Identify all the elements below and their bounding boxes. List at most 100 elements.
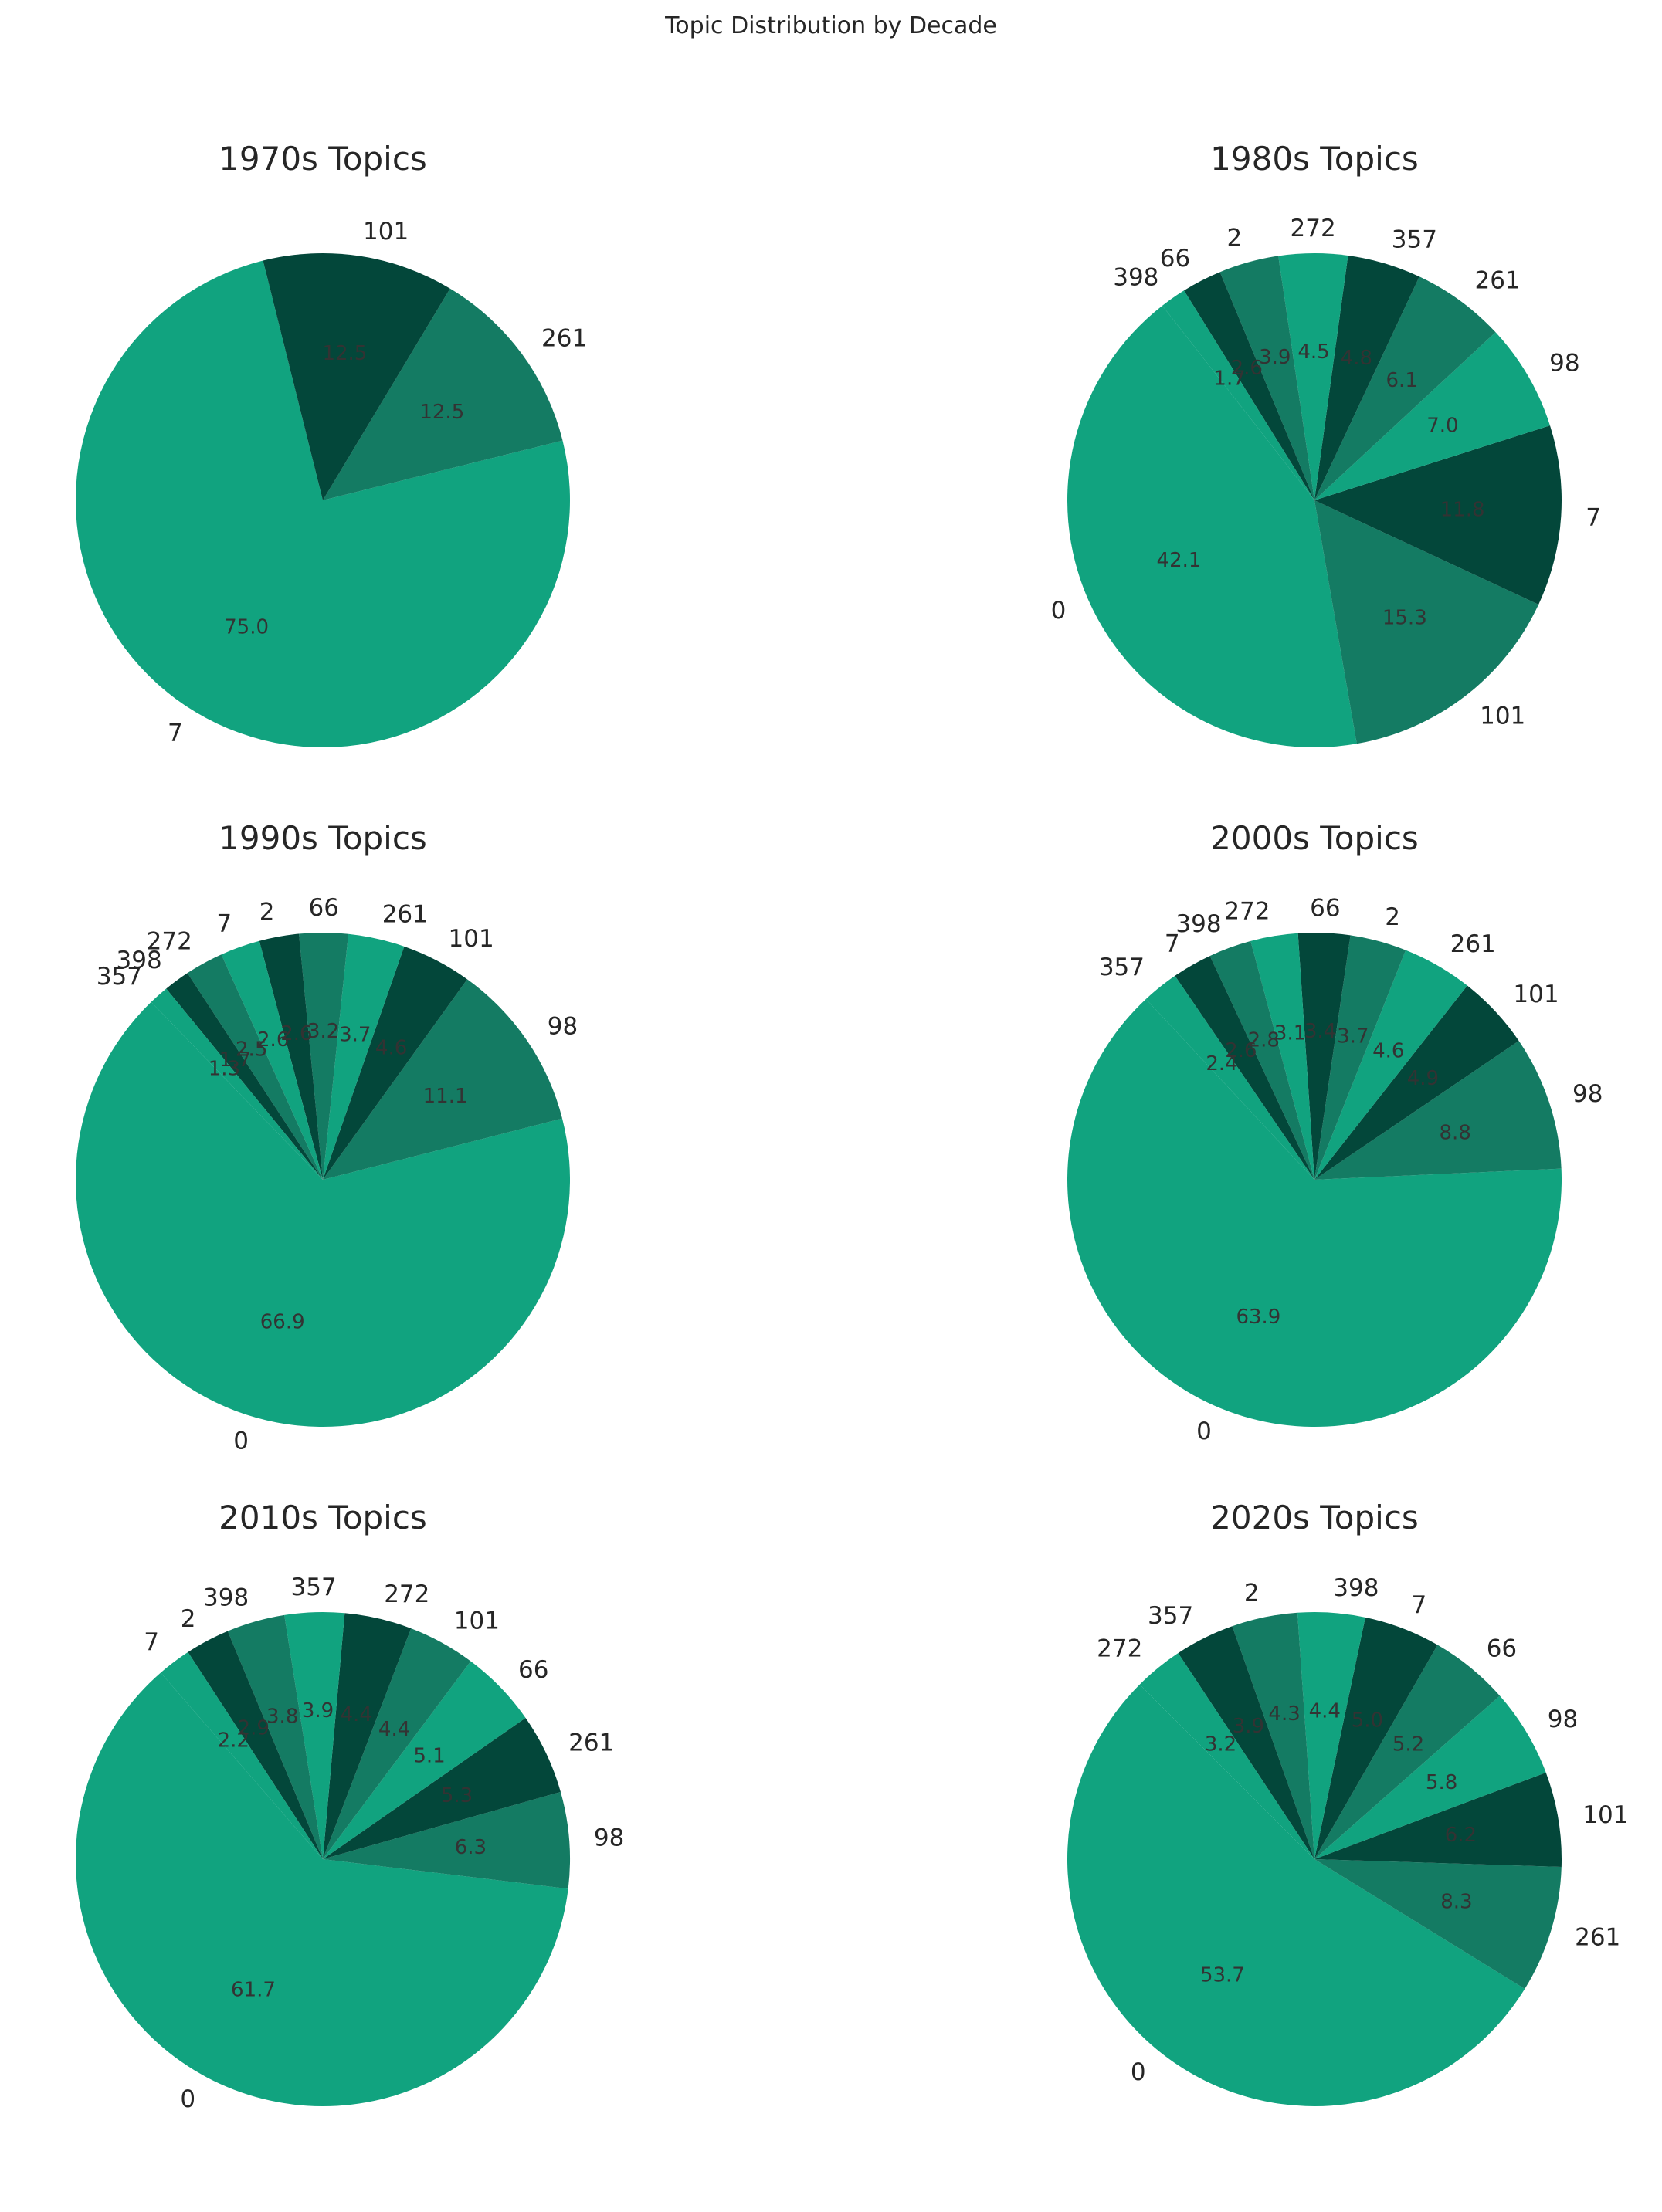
slice-value-label: 4.4 <box>1309 1700 1341 1723</box>
slice-value-label: 3.7 <box>1337 1025 1369 1048</box>
slice-value-label: 4.5 <box>1297 340 1329 364</box>
slice-value-label: 2.6 <box>280 1022 312 1045</box>
slice-label: 98 <box>1572 1080 1603 1108</box>
slice-value-label: 66.9 <box>260 1311 305 1334</box>
slice-label: 2 <box>1244 1579 1260 1607</box>
slice-value-label: 1.3 <box>209 1058 240 1081</box>
slice-label: 0 <box>1131 2058 1146 2086</box>
slice-label: 357 <box>1148 1602 1193 1630</box>
slice-value-label: 3.2 <box>1205 1733 1236 1756</box>
slice-value-label: 7.0 <box>1426 414 1458 437</box>
slice-label: 66 <box>1310 894 1340 922</box>
pie-slice <box>76 1672 568 2106</box>
slice-value-label: 75.0 <box>224 616 269 639</box>
pie-slice <box>75 260 570 748</box>
slice-value-label: 6.1 <box>1386 369 1418 392</box>
slice-label: 7 <box>1586 504 1601 532</box>
slice-value-label: 5.1 <box>413 1745 445 1768</box>
pie-title: 1980s Topics <box>1210 140 1419 178</box>
slice-label: 398 <box>1333 1574 1379 1602</box>
slice-value-label: 3.9 <box>302 1699 334 1723</box>
slice-label: 357 <box>97 963 142 991</box>
slice-value-label: 2.2 <box>218 1729 249 1753</box>
slice-label: 98 <box>594 1824 624 1852</box>
pie-slice <box>299 932 349 1180</box>
slice-value-label: 4.8 <box>1341 347 1372 370</box>
pie-slice <box>1250 933 1314 1180</box>
pie-slice <box>1297 933 1351 1180</box>
pie-slice <box>323 979 562 1180</box>
pie-slice <box>284 1612 345 1859</box>
slice-label: 357 <box>1099 954 1145 981</box>
pie-slice <box>188 1631 323 1859</box>
slice-value-label: 2.6 <box>1231 357 1263 380</box>
slice-label: 7 <box>1165 930 1180 957</box>
slice-value-label: 3.4 <box>1304 1020 1336 1043</box>
slice-label: 2 <box>1385 903 1400 931</box>
slice-value-label: 2.5 <box>236 1038 267 1062</box>
pie-slice <box>323 1791 571 1889</box>
slice-value-label: 3.7 <box>339 1024 371 1047</box>
slice-label: 261 <box>1450 930 1496 958</box>
slice-value-label: 5.2 <box>1392 1733 1424 1756</box>
pie-chart-6: 2020s Topics 0 53.7 261 8.3 101 6.2 98 5.8 66 5.2 7… <box>1067 1499 1628 2107</box>
slice-value-label: 4.3 <box>1268 1702 1300 1726</box>
pie-slice <box>221 940 323 1180</box>
pie-slice <box>1314 1617 1438 1859</box>
slice-label: 261 <box>1475 267 1521 295</box>
pie-slice <box>1314 1859 1562 1990</box>
slice-label: 66 <box>1487 1634 1517 1662</box>
slice-label: 101 <box>454 1607 500 1635</box>
slice-value-label: 4.9 <box>1407 1067 1439 1090</box>
pie-slice <box>161 1651 323 1859</box>
pie-chart-3: 1990s Topics 0 66.9 98 11.1 101 4.6 261 3.7 66 3.2… <box>75 819 578 1455</box>
pie-slice <box>1178 1626 1314 1859</box>
slice-label: 0 <box>1051 597 1067 625</box>
slice-label: 66 <box>1160 245 1190 273</box>
slice-label: 272 <box>1097 1634 1142 1662</box>
slice-label: 261 <box>568 1729 614 1756</box>
slice-label: 261 <box>382 901 428 929</box>
pie-chart-1: 1970s Topics 7 75.0 261 12.5 101 12.5 <box>75 140 587 748</box>
slice-label: 7 <box>144 1628 159 1656</box>
pie-slice <box>1314 1772 1562 1868</box>
slice-value-label: 3.9 <box>1259 346 1291 369</box>
slice-label: 98 <box>1548 1706 1578 1733</box>
pie-slice <box>323 946 468 1180</box>
pie-slice <box>1219 256 1314 500</box>
slice-value-label: 8.8 <box>1440 1121 1471 1144</box>
slice-label: 101 <box>1513 981 1559 1008</box>
slice-value-label: 2.4 <box>1206 1052 1237 1076</box>
slice-value-label: 6.2 <box>1445 1824 1477 1847</box>
slice-label: 101 <box>1582 1801 1628 1829</box>
slice-value-label: 4.6 <box>1372 1040 1404 1063</box>
pie-title: 2000s Topics <box>1210 819 1419 857</box>
pie-chart-2: 1980s Topics 0 42.1 101 15.3 7 11.8 98 7.0 261 6.1… <box>1051 140 1601 747</box>
slice-value-label: 5.0 <box>1352 1709 1383 1733</box>
pie-slice <box>1314 1645 1501 1859</box>
slice-value-label: 2.6 <box>257 1028 289 1052</box>
pie-slice <box>1175 956 1314 1180</box>
pie-chart-5: 2010s Topics 0 61.7 98 6.3 261 5.3 66 5.1 101 4.4 2… <box>76 1499 624 2113</box>
slice-value-label: 6.3 <box>455 1836 487 1859</box>
pie-slice <box>323 288 563 500</box>
slice-label: 398 <box>1113 263 1158 291</box>
slice-value-label: 4.4 <box>378 1718 410 1741</box>
slice-value-label: 11.8 <box>1440 498 1485 521</box>
slice-value-label: 5.3 <box>441 1784 473 1807</box>
pie-slice <box>166 973 323 1180</box>
pie-title: 1970s Topics <box>219 140 427 178</box>
pie-slice <box>1314 985 1519 1180</box>
slice-label: 66 <box>518 1656 548 1684</box>
slice-label: 398 <box>203 1584 249 1611</box>
slice-label: 398 <box>117 947 162 974</box>
slice-value-label: 3.9 <box>1233 1715 1264 1738</box>
slice-label: 2 <box>181 1605 196 1633</box>
pie-slice <box>323 1661 526 1859</box>
slice-label: 398 <box>1175 910 1221 938</box>
pie-slice <box>323 933 405 1180</box>
slice-label: 261 <box>1575 1923 1620 1951</box>
slice-label: 0 <box>233 1428 249 1455</box>
pie-slice <box>1139 1653 1314 1859</box>
slice-label: 101 <box>363 218 409 246</box>
